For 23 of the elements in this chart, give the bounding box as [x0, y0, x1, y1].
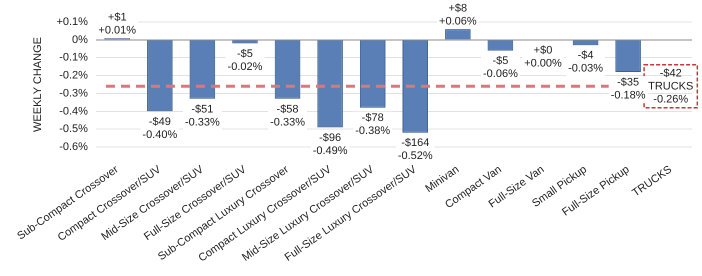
y-tick-label: +0.1% [56, 16, 88, 28]
data-label: -$35 -0.18% [610, 76, 646, 102]
data-label: -$96 -0.49% [312, 132, 348, 157]
data-label: +$1 +0.01% [98, 12, 136, 37]
data-label: -$58 -0.33% [270, 103, 306, 128]
data-label: -$5 -0.06% [482, 55, 518, 80]
y-axis-title: WEEKLY CHANGE [32, 37, 44, 132]
data-label: +$0 +0.00% [524, 44, 562, 70]
data-label: -$5 -0.02% [228, 48, 263, 73]
ref-line-label: -$42 TRUCKS -0.26% [648, 67, 694, 106]
y-tick-label: -0.6% [59, 141, 88, 154]
y-tick-label: -0.1% [59, 52, 88, 64]
data-label: -$164 -0.52% [398, 137, 433, 162]
data-label: +$8 +0.06% [439, 2, 477, 28]
y-tick-label: -0.5% [59, 123, 88, 136]
y-tick-label: -0.2% [59, 70, 88, 82]
data-label: -$51 -0.33% [184, 103, 220, 128]
y-tick-label: -0.4% [59, 105, 88, 118]
data-label: -$4 -0.03% [568, 50, 604, 75]
data-label: -$49 -0.40% [142, 116, 178, 141]
y-tick-label: -0.3% [59, 87, 88, 100]
data-label: -$78 -0.38% [355, 112, 390, 138]
y-tick-label: 0% [72, 34, 88, 46]
